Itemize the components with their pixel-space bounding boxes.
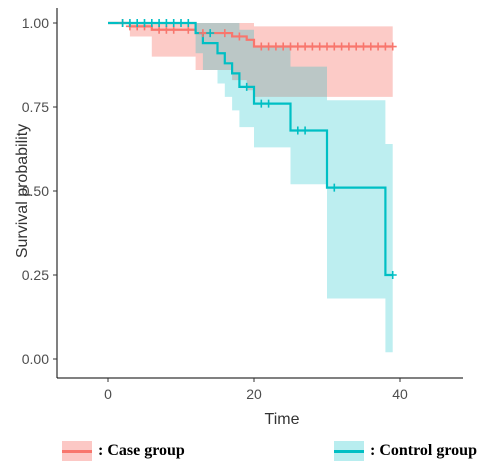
- case-group-censor-mark: [374, 42, 383, 51]
- censor-marks: [118, 19, 397, 279]
- control-group-censor-mark: [125, 19, 134, 27]
- case-group-censor-mark: [323, 42, 331, 51]
- case-group-censor-mark: [293, 42, 302, 51]
- case-group-censor-mark: [337, 42, 346, 51]
- y-axis-title: Survival probability: [14, 124, 31, 258]
- control-group-censor-mark: [242, 82, 251, 91]
- y-tick-label: 0.25: [22, 267, 49, 283]
- control-group-censor-mark: [140, 19, 149, 27]
- case-group-confidence-band: [108, 23, 393, 97]
- x-tick-label: 40: [392, 386, 408, 402]
- legend-control-line: [334, 450, 364, 453]
- control-group-survival-line: [108, 21, 393, 277]
- control-group-censor-mark: [388, 271, 397, 279]
- legend-case-swatch: [62, 441, 92, 461]
- control-group-censor-mark: [118, 19, 127, 27]
- case-group-censor-mark: [155, 25, 164, 34]
- control-group-censor-mark: [257, 99, 266, 108]
- case-group-censor-mark: [257, 42, 266, 51]
- legend-control-swatch: [334, 441, 364, 461]
- control-group-censor-mark: [155, 19, 164, 27]
- legend-control-label: : Control group: [370, 442, 477, 459]
- case-group-censor-mark: [235, 32, 244, 41]
- confidence-bands: [108, 23, 393, 353]
- control-group-censor-mark: [184, 19, 193, 27]
- case-group-censor-mark: [184, 25, 193, 34]
- case-group-censor-mark: [286, 42, 295, 51]
- control-group-censor-mark: [264, 99, 273, 108]
- case-group-censor-mark: [352, 42, 361, 51]
- case-group-censor-mark: [220, 29, 229, 38]
- control-group-censor-mark: [133, 19, 142, 27]
- survival-chart: 0.00 0.25 0.50 0.75 1.00 0 20 40 Time Survival …: [14, 8, 463, 428]
- case-group-censor-mark: [308, 42, 317, 51]
- case-group-censor-mark: [366, 42, 375, 51]
- x-tick-label: 20: [246, 386, 262, 402]
- survival-plot-svg: 0.00 0.25 0.50 0.75 1.00 0 20 40 Time Survival …: [14, 8, 463, 428]
- control-group-censor-mark: [293, 126, 302, 135]
- x-axis-title: Time: [265, 411, 300, 428]
- legend-case-label: : Case group: [98, 442, 185, 459]
- control-group-censor-mark: [147, 19, 156, 27]
- case-group-censor-mark: [279, 42, 288, 51]
- case-group-censor-mark: [162, 25, 171, 34]
- case-group-censor-mark: [169, 25, 178, 34]
- case-group-censor-mark: [264, 42, 273, 51]
- case-group-censor-mark: [388, 42, 397, 51]
- case-group-censor-mark: [315, 42, 324, 51]
- control-group-censor-mark: [206, 29, 215, 38]
- control-group-confidence-band: [108, 23, 393, 353]
- y-tick-label: 0.00: [22, 351, 49, 367]
- control-group-censor-mark: [330, 183, 339, 192]
- axes: 0.00 0.25 0.50 0.75 1.00 0 20 40: [22, 8, 463, 402]
- case-group-censor-mark: [271, 42, 280, 51]
- legend-case: : Case group: [62, 437, 185, 465]
- case-group-censor-mark: [330, 42, 339, 51]
- case-group-censor-mark: [381, 42, 390, 51]
- y-tick-label: 0.75: [22, 99, 49, 115]
- control-group-censor-mark: [177, 19, 185, 27]
- case-group-censor-mark: [301, 42, 310, 51]
- control-group-censor-mark: [169, 19, 178, 27]
- case-group-censor-mark: [198, 29, 207, 38]
- control-group-censor-mark: [162, 19, 171, 27]
- legend-control: : Control group: [334, 437, 477, 465]
- y-tick-label: 0.50: [22, 183, 49, 199]
- y-tick-label: 1.00: [22, 15, 49, 31]
- legend-case-line: [62, 450, 92, 453]
- x-tick-label: 0: [104, 386, 112, 402]
- case-group-censor-mark: [359, 42, 368, 51]
- case-group-censor-mark: [344, 42, 353, 51]
- control-group-censor-mark: [301, 126, 310, 135]
